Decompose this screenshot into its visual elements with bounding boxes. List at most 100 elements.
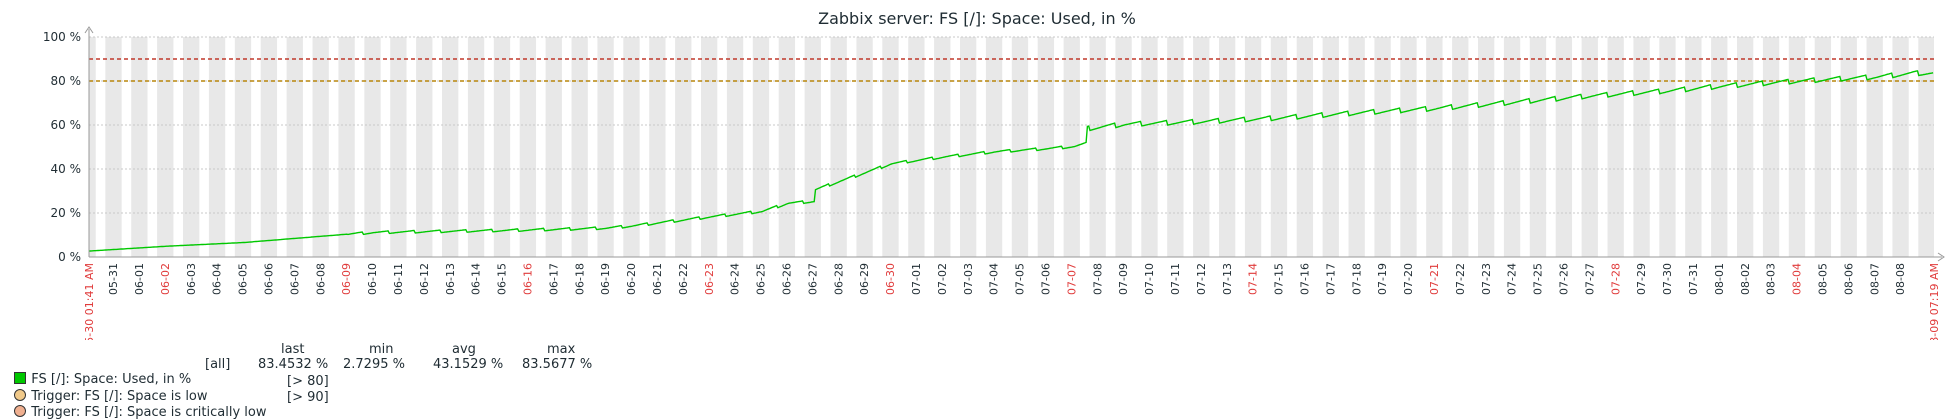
night-band [649,37,666,257]
night-band [105,37,122,257]
night-band [597,37,614,257]
x-tick-label: 07-27 [1583,263,1596,295]
x-tick-label: 06-05 [237,263,250,295]
x-tick-label: 06-16 [521,263,534,295]
night-band [364,37,381,257]
night-band [1452,37,1469,257]
night-band [1244,37,1262,257]
night-band [1503,37,1521,257]
x-end-label: 08-09 07:19 AM [1928,263,1941,340]
night-band [1270,37,1288,257]
night-band [985,37,1003,257]
y-tick-label: 40 % [51,162,82,176]
night-band [1607,37,1624,257]
chart-title: Zabbix server: FS [/]: Space: Used, in % [818,9,1136,28]
night-band [908,37,925,257]
night-band [519,37,537,257]
x-tick-label: 07-10 [1143,263,1156,295]
x-tick-label: 06-10 [366,263,379,295]
x-tick-label: 05-31 [107,263,120,295]
night-band [1581,37,1598,257]
night-band [1918,37,1934,257]
y-tick-label: 20 % [51,206,82,220]
x-tick-label: 06-07 [288,263,301,295]
night-band [882,37,899,257]
x-tick-label: 07-09 [1117,263,1130,295]
night-band [208,37,226,257]
x-tick-label: 07-25 [1532,263,1545,295]
x-tick-label: 07-16 [1298,263,1311,295]
night-band [183,37,200,257]
y-tick-label: 60 % [51,118,82,132]
night-band [1348,37,1365,257]
night-band [1737,37,1754,257]
legend-item-name: FS [/]: Space: Used, in % [31,372,192,387]
night-band [934,37,951,257]
x-tick-label: 07-15 [1273,263,1286,295]
night-band [338,37,355,257]
night-band [1426,37,1443,257]
night-band [260,37,278,257]
trigger-low-cond: [> 80] [287,374,329,389]
night-band [1659,37,1676,257]
night-band [131,37,148,257]
x-tick-label: 06-26 [780,263,793,295]
x-tick-label: 06-24 [729,263,742,295]
legend-header-min: min [369,342,394,357]
x-tick-label: 06-13 [444,263,457,295]
night-band [467,37,485,257]
night-band [1193,37,1210,257]
night-band [89,37,96,257]
night-band [1788,37,1806,257]
x-tick-label: 06-14 [470,263,483,295]
x-start-label: 05-30 01:41 AM [83,263,96,340]
x-tick-label: 07-31 [1687,263,1700,295]
x-tick-label: 07-12 [1195,263,1208,295]
x-tick-label: 06-20 [625,263,638,295]
x-tick-label: 08-02 [1739,263,1752,295]
x-tick-label: 06-19 [599,263,612,295]
x-tick-label: 07-23 [1480,263,1493,295]
night-band [545,37,562,257]
x-tick-label: 08-07 [1868,263,1881,295]
night-band [1219,37,1236,257]
x-tick-label: 06-02 [159,263,172,295]
chart-svg: Zabbix server: FS [/]: Space: Used, in %… [43,9,1945,340]
night-band [234,37,252,257]
night-band [1711,37,1728,257]
x-tick-label: 07-21 [1428,263,1441,295]
x-tick-label: 07-02 [936,263,949,295]
night-band [675,37,692,257]
x-tick-label: 07-14 [1247,263,1260,295]
night-band [1762,37,1780,257]
x-tick-label: 08-04 [1791,263,1804,295]
night-band [416,37,433,257]
trigger-low-icon [14,389,27,401]
legend-item: FS [/]: Space: Used, in % [6,357,191,387]
y-tick-label: 0 % [58,250,81,264]
trigger-critical-name: Trigger: FS [/]: Space is critically low [31,405,267,420]
x-tick-label: 06-22 [677,263,690,295]
night-band [1322,37,1339,257]
night-band [1633,37,1650,257]
night-band [778,37,796,257]
x-tick-label: 06-28 [832,263,845,295]
night-band [752,37,770,257]
x-tick-label: 06-25 [755,263,768,295]
x-tick-label: 07-01 [910,263,923,295]
night-band [442,37,459,257]
x-tick-label: 06-08 [314,263,327,295]
x-tick-label: 07-08 [1091,263,1104,295]
night-band [1037,37,1055,257]
night-band [960,37,977,257]
x-tick-label: 07-24 [1506,263,1519,295]
legend-header-avg: avg [452,342,476,357]
night-band [1478,37,1495,257]
x-tick-label: 08-06 [1842,263,1855,295]
x-tick-label: 07-19 [1376,263,1389,295]
legend-item-min: 2.7295 % [343,357,405,372]
legend-item-last: 83.4532 % [258,357,329,372]
x-tick-label: 06-09 [340,263,353,295]
x-tick-label: 07-06 [1039,263,1052,295]
x-tick-label: 06-17 [547,263,560,295]
